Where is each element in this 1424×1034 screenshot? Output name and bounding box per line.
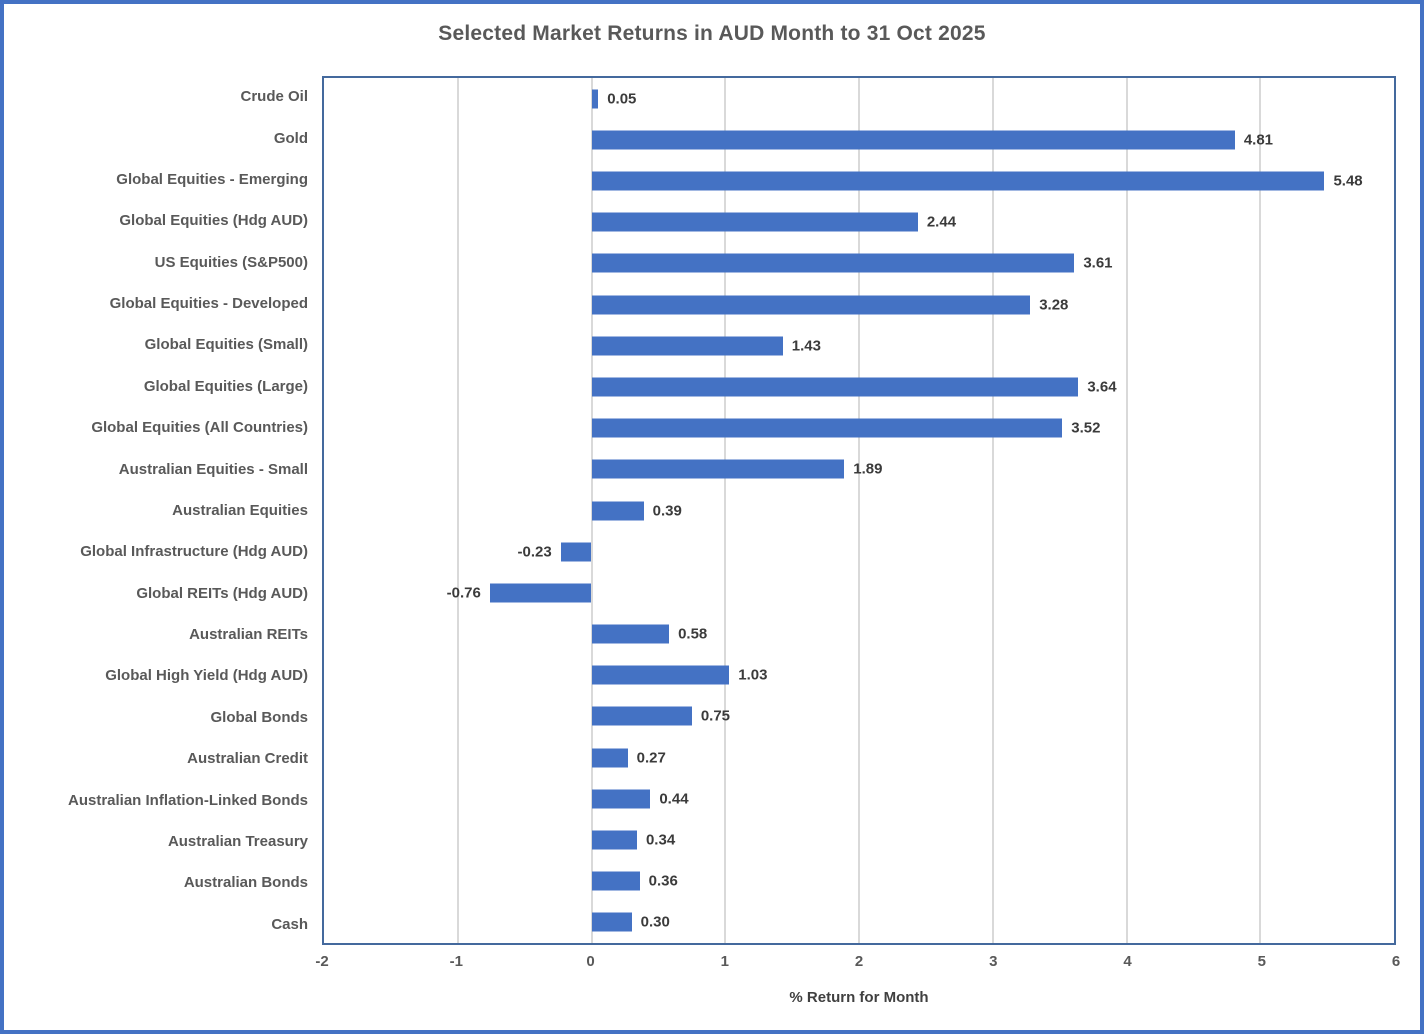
category-label: Australian Equities - Small xyxy=(118,460,308,478)
bar xyxy=(591,130,1235,150)
bar-value-label: 1.43 xyxy=(791,337,821,355)
category-label: Australian REITs xyxy=(189,626,308,644)
category-label: Australian Inflation-Linked Bonds xyxy=(67,791,308,809)
bar xyxy=(591,501,644,520)
category-axis-labels: Crude Oil Gold Global Equities - Emerging G… xyxy=(4,76,308,945)
category-label: Cash xyxy=(271,915,308,933)
category-label: Australian Equities xyxy=(172,501,308,519)
category-label: Australian Treasury xyxy=(167,832,308,850)
bar xyxy=(591,665,730,685)
category-label: Global High Yield (Hdg AUD) xyxy=(105,667,308,685)
bar-value-label: 0.39 xyxy=(652,502,682,519)
bar-value-label: 0.27 xyxy=(636,749,666,767)
category-label: Global Equities (Hdg AUD) xyxy=(119,212,308,230)
x-tick-label: -1 xyxy=(449,953,463,970)
gridline xyxy=(456,78,459,943)
gridline xyxy=(1125,78,1128,943)
category-label: US Equities (S&P500) xyxy=(154,253,308,271)
bar xyxy=(591,748,628,768)
category-label: Australian Credit xyxy=(187,750,308,768)
bar xyxy=(591,789,651,809)
x-tick-label: -2 xyxy=(315,953,329,970)
bar-value-label: 3.28 xyxy=(1039,296,1069,314)
gridline xyxy=(991,78,994,943)
bar-value-label: 3.64 xyxy=(1087,378,1117,396)
category-label: Global REITs (Hdg AUD) xyxy=(136,584,308,602)
chart-title: Selected Market Returns in AUD Month to … xyxy=(438,22,986,45)
bar xyxy=(591,624,670,644)
bar-value-label: 3.61 xyxy=(1083,254,1113,272)
bar-value-label: 4.81 xyxy=(1243,131,1274,149)
x-axis-title: % Return for Month xyxy=(789,989,929,1006)
bar xyxy=(591,459,845,479)
category-label: Australian Bonds xyxy=(183,874,308,892)
x-axis-ticks: -2 -1 0 1 2 3 4 5 6 xyxy=(315,953,1400,973)
bar-value-label: -0.76 xyxy=(446,584,481,602)
category-label: Gold xyxy=(273,129,308,147)
bar xyxy=(489,583,592,603)
category-label: Global Infrastructure (Hdg AUD) xyxy=(80,543,308,561)
category-label: Global Equities - Developed xyxy=(109,295,308,313)
category-label: Global Equities - Emerging xyxy=(116,170,308,188)
bar-value-label: 5.48 xyxy=(1333,172,1363,190)
gridline xyxy=(1259,78,1262,943)
bar-value-label: 0.75 xyxy=(700,707,731,725)
bar xyxy=(591,871,640,891)
x-tick-label: 2 xyxy=(854,953,864,970)
bar xyxy=(591,912,632,932)
category-label: Global Equities (Small) xyxy=(144,336,308,354)
category-label: Global Equities (Large) xyxy=(143,377,308,395)
bar-value-label: 0.44 xyxy=(659,790,689,808)
bar-value-label: 2.44 xyxy=(926,213,957,231)
x-tick-label: 1 xyxy=(720,953,729,970)
bar-value-label: 0.34 xyxy=(645,831,676,849)
bar xyxy=(591,336,783,356)
bar-value-label: 1.89 xyxy=(853,460,883,478)
category-label: Global Bonds xyxy=(210,708,309,726)
bar xyxy=(591,706,692,726)
bar xyxy=(591,377,1079,397)
bar-value-label: 0.58 xyxy=(678,625,708,643)
bar xyxy=(591,253,1075,273)
bar xyxy=(591,295,1031,315)
bar-value-label: 3.52 xyxy=(1071,419,1101,437)
x-tick-label: 5 xyxy=(1257,953,1266,970)
bar xyxy=(591,171,1325,191)
category-label: Global Equities (All Countries) xyxy=(91,419,308,437)
bar xyxy=(560,542,592,562)
x-tick-label: 0 xyxy=(586,953,595,970)
bar xyxy=(591,830,637,850)
bar xyxy=(591,212,918,232)
x-tick-label: 4 xyxy=(1123,953,1132,970)
gridline xyxy=(724,78,727,943)
bar-value-label: -0.23 xyxy=(517,543,552,561)
x-tick-label: 6 xyxy=(1391,953,1401,970)
bar xyxy=(591,418,1063,438)
bar xyxy=(591,89,599,109)
bar-value-label: 0.36 xyxy=(648,872,678,890)
category-label: Crude Oil xyxy=(240,88,308,106)
bar-value-label: 0.30 xyxy=(640,913,670,931)
bar-value-label: 0.05 xyxy=(607,90,637,108)
bar-value-label: 1.03 xyxy=(738,666,768,684)
gridline xyxy=(858,78,860,943)
x-tick-label: 3 xyxy=(989,953,998,970)
plot-area: 0.05 4.81 5.48 2.44 3.61 3.28 1.43 3.64 3.52 1.89… xyxy=(322,76,1396,945)
